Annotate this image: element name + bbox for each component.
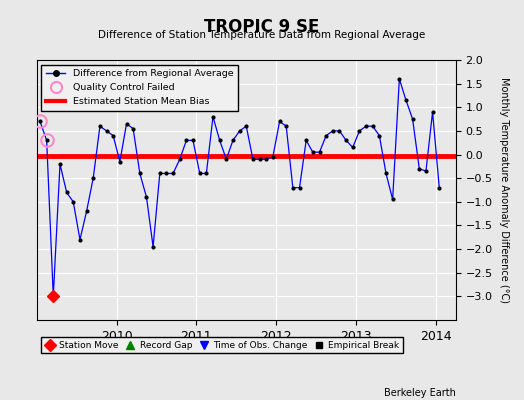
Y-axis label: Monthly Temperature Anomaly Difference (°C): Monthly Temperature Anomaly Difference (…: [499, 77, 509, 303]
Text: Difference of Station Temperature Data from Regional Average: Difference of Station Temperature Data f…: [99, 30, 425, 40]
Text: TROPIC 9 SE: TROPIC 9 SE: [204, 18, 320, 36]
Legend: Station Move, Record Gap, Time of Obs. Change, Empirical Break: Station Move, Record Gap, Time of Obs. C…: [41, 337, 402, 354]
Text: Berkeley Earth: Berkeley Earth: [384, 388, 456, 398]
Legend: Difference from Regional Average, Quality Control Failed, Estimated Station Mean: Difference from Regional Average, Qualit…: [41, 65, 238, 111]
